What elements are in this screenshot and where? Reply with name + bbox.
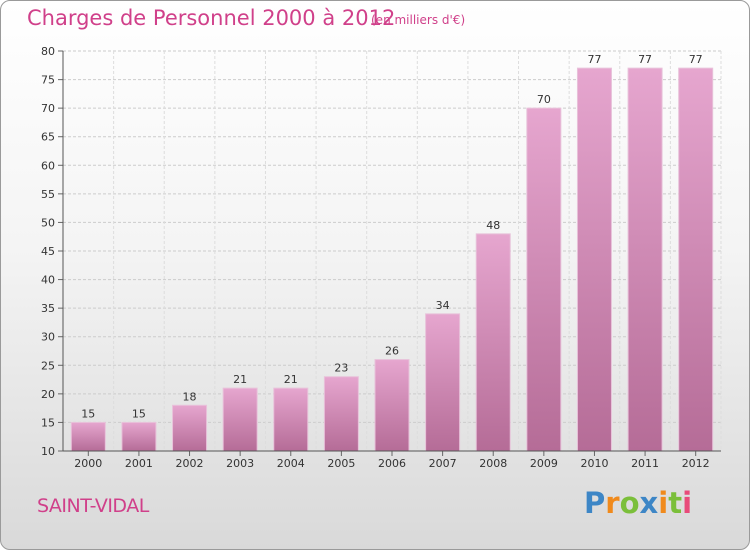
y-tick-label: 35 [41, 302, 55, 315]
y-tick-label: 75 [41, 74, 55, 87]
commune-name: SAINT-VIDAL [37, 495, 149, 517]
data-label: 70 [537, 93, 551, 106]
bar [576, 67, 612, 452]
logo-letter: i [682, 486, 693, 520]
data-label: 23 [334, 362, 348, 375]
logo-letter: P [584, 486, 606, 520]
data-label: 18 [183, 390, 197, 403]
chart-title: Charges de Personnel 2000 à 2012 [27, 6, 396, 30]
y-tick-label: 10 [41, 445, 55, 458]
logo-letter: i [658, 486, 669, 520]
y-tick-label: 70 [41, 102, 55, 115]
bar [475, 233, 511, 452]
x-tick-label: 2012 [682, 457, 710, 470]
y-tick-label: 40 [41, 274, 55, 287]
data-label: 77 [638, 53, 652, 66]
bar [627, 67, 663, 452]
axes: 10 15 20 25 30 35 40 45 50 55 60 65 70 75 80 2000 2001 20… [41, 45, 721, 470]
x-tick-label: 2007 [429, 457, 457, 470]
data-label: 15 [81, 407, 95, 420]
x-tick-label: 2000 [74, 457, 102, 470]
proxiti-logo: Proxiti [584, 486, 692, 520]
data-label: 77 [587, 53, 601, 66]
bar [172, 404, 208, 452]
data-label: 21 [284, 373, 298, 386]
y-tick-label: 55 [41, 188, 55, 201]
x-tick-label: 2002 [176, 457, 204, 470]
logo-letter: t [668, 486, 683, 520]
bar [121, 421, 157, 452]
chart-subtitle: (en milliers d'€) [371, 13, 466, 27]
y-tick-label: 65 [41, 131, 55, 144]
y-tick-label: 45 [41, 245, 55, 258]
x-tick-label: 2009 [530, 457, 558, 470]
x-tick-label: 2004 [277, 457, 305, 470]
x-tick-label: 2010 [580, 457, 608, 470]
x-tick-label: 2003 [226, 457, 254, 470]
bar [526, 107, 562, 452]
x-tick-label: 2006 [378, 457, 406, 470]
y-tick-label: 50 [41, 216, 55, 229]
data-label: 21 [233, 373, 247, 386]
data-label: 15 [132, 407, 146, 420]
logo-letter: x [639, 486, 659, 520]
bar [70, 421, 106, 452]
data-label: 26 [385, 345, 399, 358]
bar [323, 376, 359, 452]
bar [374, 359, 410, 452]
y-tick-label: 15 [41, 416, 55, 429]
logo-letter: r [605, 486, 620, 520]
bar [678, 67, 714, 452]
bar [222, 387, 258, 452]
y-tick-label: 80 [41, 45, 55, 58]
y-tick-label: 25 [41, 359, 55, 372]
x-tick-label: 2011 [631, 457, 659, 470]
bar [425, 313, 461, 452]
bar [273, 387, 309, 452]
y-tick-label: 20 [41, 388, 55, 401]
y-tick-label: 60 [41, 159, 55, 172]
x-tick-label: 2005 [327, 457, 355, 470]
y-tick-label: 30 [41, 331, 55, 344]
logo-letter: o [619, 486, 640, 520]
x-tick-label: 2001 [125, 457, 153, 470]
bars: 15 15 18 21 21 23 26 34 48 70 77 77 77 [70, 53, 714, 452]
x-tick-label: 2008 [479, 457, 507, 470]
data-label: 77 [689, 53, 703, 66]
data-label: 48 [486, 219, 500, 232]
data-label: 34 [436, 299, 450, 312]
